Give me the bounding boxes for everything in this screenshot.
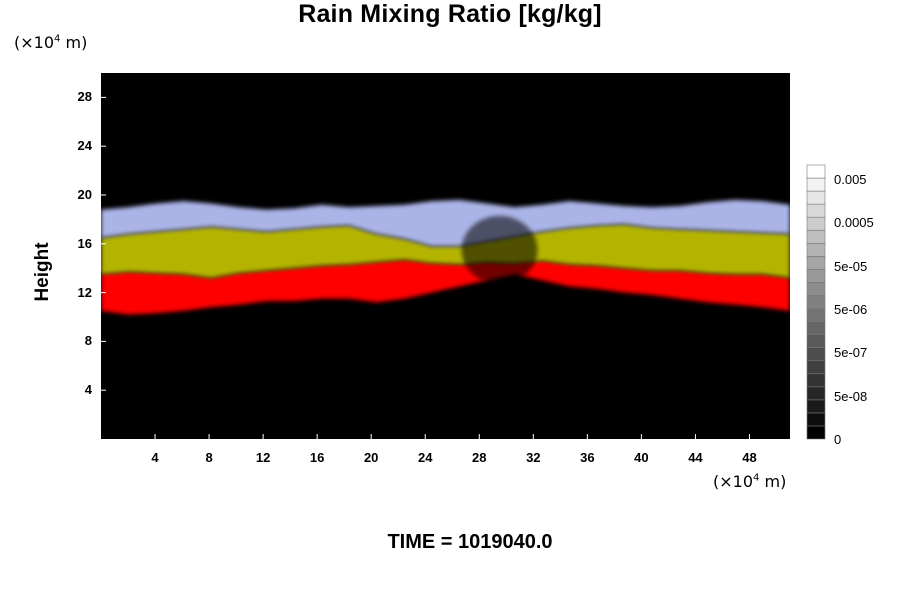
- colorbar-level: [806, 190, 826, 205]
- colorbar-level: [806, 216, 826, 231]
- colorbar-level: [806, 425, 826, 440]
- colorbar-level: [806, 308, 826, 322]
- x-tick-label: 36: [580, 450, 595, 465]
- colorbar-level: [806, 203, 826, 218]
- x-tick-label: 20: [363, 450, 379, 465]
- colorbar-level: [806, 164, 826, 179]
- y-tick-label: 28: [77, 89, 92, 105]
- y-tick-label: 24: [77, 138, 92, 154]
- colorbar-level: [806, 242, 826, 257]
- y-tick-label: 12: [77, 284, 92, 300]
- colorbar-label: 5e-07: [834, 345, 868, 361]
- colorbar-label: 0: [834, 432, 842, 447]
- x-tick-label: 16: [309, 450, 325, 465]
- colorbar-level: [806, 321, 826, 335]
- colorbar-level: [806, 412, 826, 427]
- x-tick-label: 24: [418, 450, 433, 465]
- colorbar-label: 5e-08: [834, 388, 868, 404]
- colorbar-level: [806, 177, 826, 192]
- colorbar-level: [806, 347, 826, 362]
- colorbar-level: [806, 295, 826, 309]
- colorbar-level: [806, 399, 826, 414]
- colorbar-level: [806, 282, 826, 296]
- y-tick-label: 4: [84, 382, 92, 398]
- colorbar-label: 0.005: [834, 172, 867, 187]
- x-tick-label: 12: [255, 450, 271, 465]
- x-tick-label: 40: [634, 450, 649, 465]
- time-label: TIME = 1019040.0: [387, 531, 553, 553]
- colorbar-level: [806, 373, 826, 388]
- chart-title: Rain Mixing Ratio [kg/kg]: [298, 0, 602, 28]
- colorbar: [806, 164, 826, 440]
- axis-ticks: [101, 96, 750, 439]
- colorbar-level: [806, 229, 826, 244]
- rain-layer-yellow: [101, 224, 790, 278]
- x-tick-label: 44: [688, 450, 703, 465]
- y-tick-label: 20: [77, 187, 92, 202]
- y-tick-label: 16: [77, 235, 92, 251]
- colorbar-level: [806, 334, 826, 348]
- colorbar-label: 0.0005: [834, 215, 874, 231]
- colorbar-level: [806, 386, 826, 401]
- low-rain-region: [461, 215, 538, 284]
- x-tick-label: 8: [205, 450, 213, 465]
- colorbar-level: [806, 269, 826, 283]
- colorbar-label: 5e-06: [834, 302, 868, 317]
- x-tick-label: 4: [151, 450, 159, 465]
- rain-layer-red: [101, 259, 790, 315]
- y-axis-unit: (×104 m): [14, 33, 88, 52]
- x-axis-unit: (×104 m): [713, 472, 787, 491]
- x-tick-label: 48: [742, 450, 757, 465]
- colorbar-level: [806, 256, 826, 270]
- y-tick-label: 8: [84, 333, 92, 349]
- x-tick-label: 28: [472, 450, 487, 465]
- colorbar-level: [806, 360, 826, 375]
- rain-layer-blue: [101, 199, 790, 247]
- data-layers: [101, 199, 790, 315]
- x-tick-label: 32: [526, 450, 541, 465]
- colorbar-label: 5e-05: [834, 258, 868, 274]
